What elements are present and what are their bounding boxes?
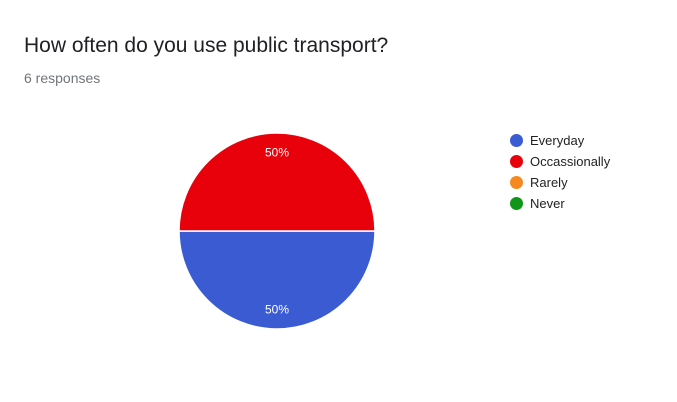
legend-item-occassionally: Occassionally <box>510 151 610 172</box>
pie-label-everyday: 50% <box>265 146 289 160</box>
pie-label-occassionally: 50% <box>265 302 289 316</box>
legend-swatch <box>510 197 523 210</box>
pie-labels: 50% 50% <box>265 146 289 317</box>
legend-swatch <box>510 134 523 147</box>
legend-label: Everyday <box>530 133 585 148</box>
legend-item-rarely: Rarely <box>510 172 610 193</box>
legend-swatch <box>510 176 523 189</box>
chart-title: How often do you use public transport? <box>24 34 389 57</box>
legend-label: Rarely <box>530 175 568 190</box>
legend-label: Occassionally <box>530 154 611 169</box>
legend-item-never: Never <box>510 193 610 214</box>
pie-slices <box>178 132 376 330</box>
legend-swatch <box>510 155 523 168</box>
pie-slice-everyday <box>178 230 376 330</box>
legend-item-everyday: Everyday <box>510 130 610 151</box>
legend-label: Never <box>530 196 565 211</box>
response-count: 6 responses <box>24 70 101 86</box>
pie-slice-occassionally <box>178 132 376 232</box>
chart-legend: Everyday Occassionally Rarely Never <box>510 130 610 214</box>
